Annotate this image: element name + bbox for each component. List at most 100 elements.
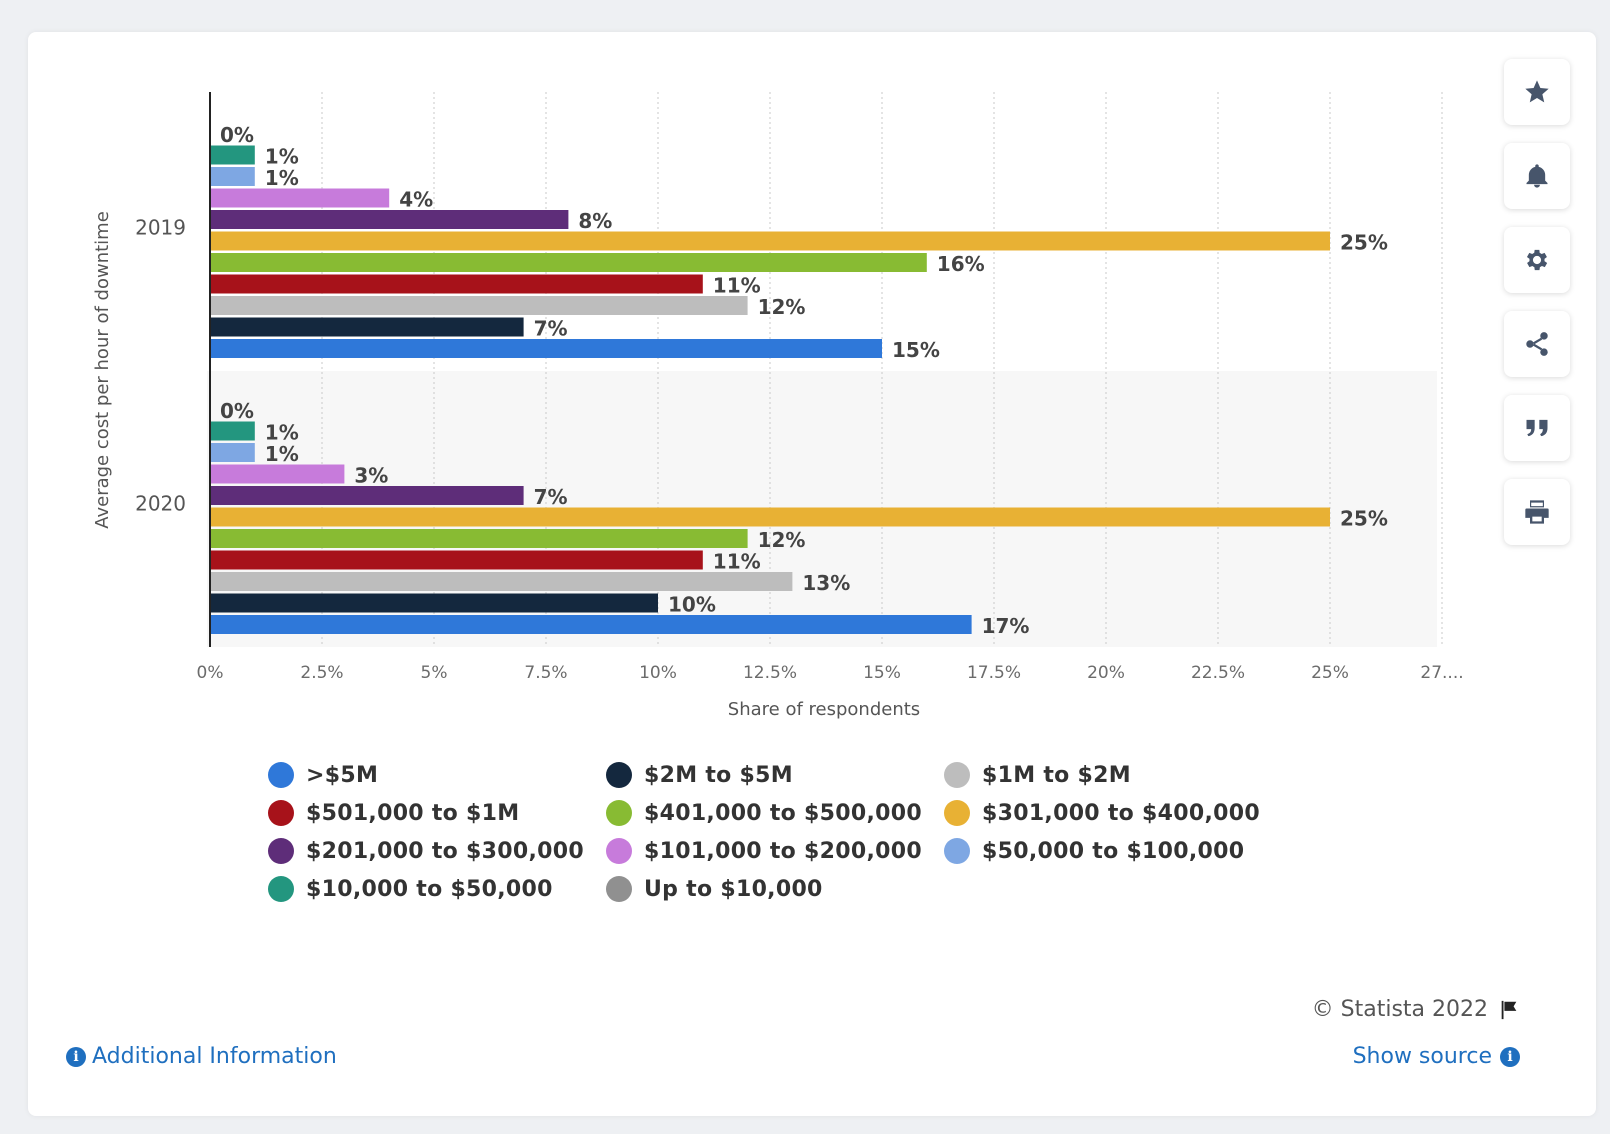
bar[interactable] bbox=[210, 296, 748, 315]
star-icon bbox=[1525, 80, 1549, 103]
bar[interactable] bbox=[210, 550, 703, 570]
notifications-button[interactable] bbox=[1504, 143, 1570, 209]
data-label: 12% bbox=[758, 295, 806, 319]
bar[interactable] bbox=[210, 421, 255, 441]
data-label: 25% bbox=[1340, 231, 1388, 255]
legend-item[interactable]: $401,000 to $500,000 bbox=[606, 800, 922, 826]
legend-item[interactable]: $50,000 to $100,000 bbox=[944, 838, 1244, 864]
bar[interactable] bbox=[210, 317, 524, 337]
x-axis-title: Share of respondents bbox=[728, 699, 920, 720]
copyright-text: © Statista 2022 bbox=[1311, 997, 1488, 1022]
printer-icon bbox=[1525, 500, 1549, 524]
legend-label: $2M to $5M bbox=[644, 762, 793, 788]
bar[interactable] bbox=[210, 486, 524, 505]
data-label: 17% bbox=[982, 614, 1030, 638]
bar[interactable] bbox=[210, 339, 882, 358]
show-source-label: Show source bbox=[1352, 1044, 1492, 1069]
bar[interactable] bbox=[210, 443, 255, 462]
bar[interactable] bbox=[210, 145, 255, 165]
legend-label: Up to $10,000 bbox=[644, 876, 823, 902]
y-axis-title: Average cost per hour of downtime bbox=[92, 211, 113, 529]
legend-item[interactable]: $501,000 to $1M bbox=[268, 800, 519, 826]
data-label: 1% bbox=[265, 145, 299, 169]
bar[interactable] bbox=[210, 210, 569, 229]
legend-dot bbox=[268, 762, 294, 788]
category-labels: 2019 2020 bbox=[135, 215, 186, 515]
copyright: © Statista 2022 bbox=[1312, 997, 1520, 1022]
data-label: 12% bbox=[758, 528, 806, 552]
additional-information-link[interactable]: i Additional Information bbox=[66, 1044, 337, 1069]
category-label: 2020 bbox=[135, 491, 186, 515]
bar[interactable] bbox=[210, 167, 255, 186]
favorite-button[interactable] bbox=[1504, 59, 1570, 125]
data-label: 1% bbox=[265, 421, 299, 445]
bar[interactable] bbox=[210, 615, 972, 634]
data-label: 13% bbox=[802, 571, 850, 595]
data-label: 0% bbox=[220, 123, 254, 147]
info-icon: i bbox=[1500, 1046, 1520, 1067]
bars-group bbox=[210, 145, 1330, 634]
legend-dot bbox=[606, 838, 632, 864]
data-labels-group: 0%1%1%4%8%25%16%11%12%7%15%0%1%1%3%7%25%… bbox=[220, 123, 1388, 638]
gear-icon bbox=[1526, 249, 1548, 271]
additional-information-label: Additional Information bbox=[92, 1044, 337, 1069]
x-tick-label: 22.5% bbox=[1191, 663, 1245, 683]
bar[interactable] bbox=[210, 572, 793, 591]
legend-dot bbox=[268, 876, 294, 902]
x-tick-labels: 0% 2.5% 5% 7.5% 10% 12.5% 15% 17.5% 20% 22.5% 25% 2… bbox=[197, 663, 1464, 683]
category-label: 2019 bbox=[135, 215, 186, 239]
legend-item[interactable]: Up to $10,000 bbox=[606, 876, 823, 902]
bell-icon bbox=[1526, 164, 1548, 188]
legend-item[interactable]: $10,000 to $50,000 bbox=[268, 876, 553, 902]
cite-button[interactable] bbox=[1504, 395, 1570, 461]
bar[interactable] bbox=[210, 253, 927, 272]
data-label: 1% bbox=[265, 442, 299, 466]
legend-item[interactable]: >$5M bbox=[268, 762, 378, 788]
legend-label: $10,000 to $50,000 bbox=[306, 876, 553, 902]
legend-item[interactable]: $101,000 to $200,000 bbox=[606, 838, 922, 864]
legend-label: $50,000 to $100,000 bbox=[982, 838, 1245, 864]
legend-label: $401,000 to $500,000 bbox=[644, 800, 922, 826]
bar[interactable] bbox=[210, 188, 390, 208]
legend-label: $201,000 to $300,000 bbox=[306, 838, 584, 864]
legend-item[interactable]: $201,000 to $300,000 bbox=[268, 838, 584, 864]
bar[interactable] bbox=[210, 529, 748, 548]
print-button[interactable] bbox=[1504, 479, 1570, 545]
bar[interactable] bbox=[210, 464, 345, 484]
legend-item[interactable]: $2M to $5M bbox=[606, 762, 793, 788]
x-tick-label: 2.5% bbox=[300, 663, 343, 683]
data-label: 25% bbox=[1340, 507, 1388, 531]
x-tick-label: 20% bbox=[1087, 663, 1125, 683]
flag-icon[interactable] bbox=[1498, 999, 1520, 1021]
share-button[interactable] bbox=[1504, 311, 1570, 377]
share-icon bbox=[1526, 332, 1548, 356]
legend-dot bbox=[268, 838, 294, 864]
data-label: 1% bbox=[265, 166, 299, 190]
legend-item[interactable]: $1M to $2M bbox=[944, 762, 1131, 788]
bar[interactable] bbox=[210, 507, 1330, 527]
legend-dot bbox=[606, 876, 632, 902]
legend-dot bbox=[944, 800, 970, 826]
data-label: 7% bbox=[534, 485, 568, 509]
data-label: 11% bbox=[713, 274, 761, 298]
legend-label: >$5M bbox=[306, 762, 379, 788]
data-label: 11% bbox=[713, 550, 761, 574]
legend-label: $301,000 to $400,000 bbox=[982, 800, 1260, 826]
data-label: 7% bbox=[534, 317, 568, 341]
legend-label: $101,000 to $200,000 bbox=[644, 838, 922, 864]
legend-dot bbox=[606, 800, 632, 826]
bar[interactable] bbox=[210, 274, 703, 294]
legend-item[interactable]: $301,000 to $400,000 bbox=[944, 800, 1260, 826]
legend-dot bbox=[944, 762, 970, 788]
show-source-link[interactable]: Show source i bbox=[1353, 1044, 1520, 1069]
bar[interactable] bbox=[210, 231, 1330, 251]
x-tick-label: 7.5% bbox=[524, 663, 567, 683]
data-label: 0% bbox=[220, 399, 254, 423]
legend-dot bbox=[606, 762, 632, 788]
bar[interactable] bbox=[210, 593, 658, 613]
data-label: 8% bbox=[578, 209, 612, 233]
data-label: 10% bbox=[668, 593, 716, 617]
x-tick-label: 0% bbox=[197, 663, 224, 683]
settings-button[interactable] bbox=[1504, 227, 1570, 293]
